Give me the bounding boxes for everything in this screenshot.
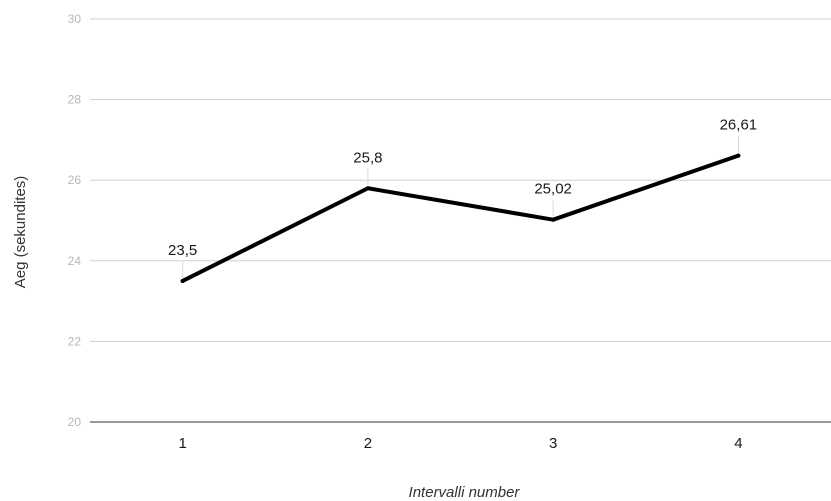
data-label: 23,5 bbox=[168, 242, 197, 259]
data-labels: 23,5 25,8 25,02 26,61 bbox=[168, 117, 757, 259]
y-tick-label: 20 bbox=[68, 415, 82, 429]
y-axis-ticks: 20 22 24 26 28 30 bbox=[68, 12, 82, 429]
y-tick-label: 24 bbox=[68, 254, 82, 268]
y-tick-label: 26 bbox=[68, 173, 82, 187]
x-tick-label: 4 bbox=[734, 435, 742, 452]
data-point bbox=[180, 278, 185, 283]
data-label: 25,8 bbox=[353, 149, 382, 166]
data-label: 25,02 bbox=[534, 181, 572, 198]
x-axis-ticks: 1 2 3 4 bbox=[178, 435, 742, 452]
x-tick-label: 3 bbox=[549, 435, 557, 452]
y-axis-title: Aeg (sekundites) bbox=[12, 176, 29, 289]
y-tick-label: 28 bbox=[68, 93, 82, 107]
y-tick-label: 22 bbox=[68, 334, 82, 348]
data-point bbox=[365, 186, 370, 191]
series-line bbox=[180, 153, 741, 283]
series-layer bbox=[180, 153, 741, 283]
data-label-leaders bbox=[182, 135, 739, 278]
y-tick-label: 30 bbox=[68, 12, 82, 26]
data-point bbox=[736, 153, 741, 158]
grid-layer bbox=[90, 18, 831, 423]
x-axis-title: Intervalli number bbox=[409, 484, 521, 501]
data-label: 26,61 bbox=[720, 117, 758, 134]
x-tick-label: 2 bbox=[364, 435, 372, 452]
data-point bbox=[551, 217, 556, 222]
x-tick-label: 1 bbox=[178, 435, 186, 452]
